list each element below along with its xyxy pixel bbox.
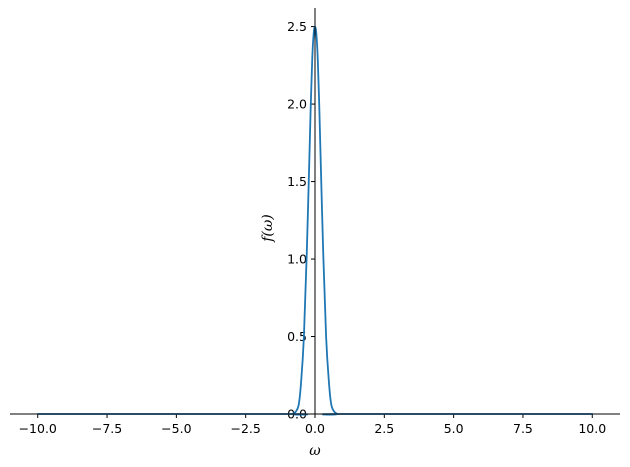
y-tick-label: 2.5: [287, 19, 307, 34]
x-tick-label: 0.0: [305, 421, 325, 436]
y-tick-label: 2.0: [287, 97, 307, 112]
x-tick-label: −5.0: [161, 421, 191, 436]
x-tick-label: 10.0: [578, 421, 606, 436]
x-tick-label: 7.5: [513, 421, 533, 436]
x-tick-label: 2.5: [374, 421, 394, 436]
y-tick-label: 0.5: [287, 329, 307, 344]
x-tick-label: −7.5: [92, 421, 122, 436]
x-tick-label: −2.5: [231, 421, 261, 436]
y-axis-ticks: 0.00.51.01.52.02.5: [287, 19, 315, 422]
x-tick-label: −10.0: [19, 421, 57, 436]
y-tick-label: 1.5: [287, 174, 307, 189]
x-axis-ticks: −10.0 −7.5 −5.0 −2.5 0.0 2.5 5.0 7.5 10.0: [19, 414, 606, 436]
x-tick-label: 5.0: [444, 421, 464, 436]
y-axis-label: f(ω): [260, 214, 276, 243]
x-axis-label: ω: [309, 443, 321, 459]
y-tick-label: 1.0: [287, 252, 307, 267]
